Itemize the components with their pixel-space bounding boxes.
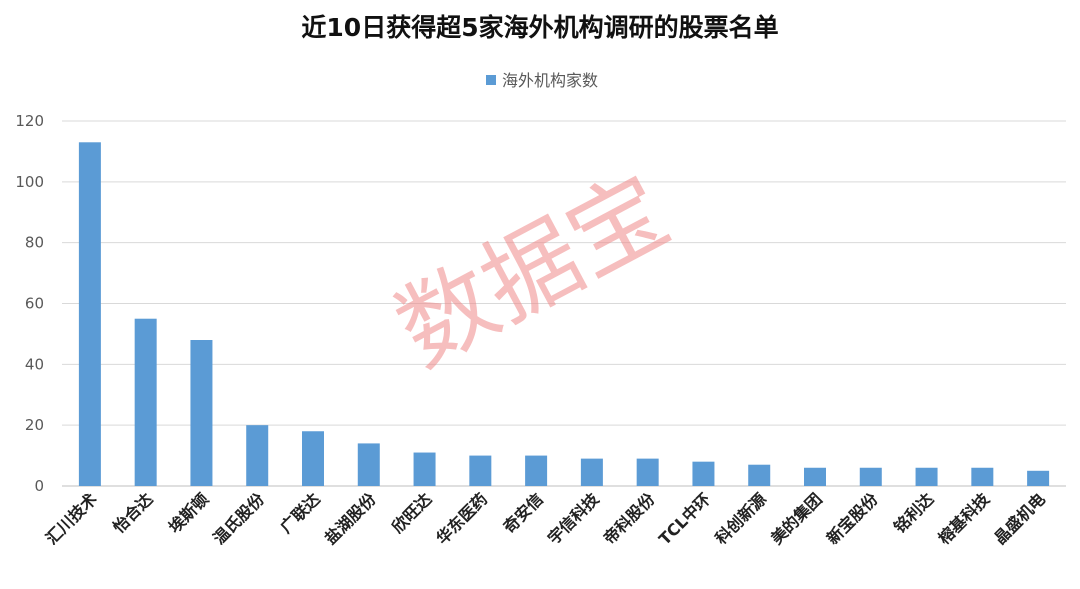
- x-tick-label: 新宝股份: [823, 489, 882, 548]
- bar: [413, 452, 436, 486]
- gridlines: [62, 120, 1066, 487]
- y-tick-label: 40: [25, 355, 44, 373]
- bar: [190, 340, 213, 486]
- x-tick-label: 宇信科技: [544, 489, 603, 548]
- y-tick-label: 60: [25, 295, 44, 313]
- bar: [78, 142, 101, 486]
- bar: [134, 318, 157, 486]
- bar: [525, 455, 548, 486]
- x-tick-label: 广联达: [276, 489, 323, 536]
- x-tick-label: 欣旺达: [388, 489, 435, 536]
- x-tick-label: 埃斯顿: [165, 489, 212, 536]
- chart-title: 近10日获得超5家海外机构调研的股票名单: [301, 13, 778, 42]
- y-tick-label: 0: [34, 477, 44, 495]
- x-tick-label: 奇安信: [500, 489, 547, 536]
- x-tick-label: 晶盛机电: [990, 489, 1049, 548]
- bar: [636, 458, 659, 486]
- x-tick-label: 榕基科技: [934, 489, 993, 548]
- x-tick-label: 帝科股份: [600, 489, 659, 548]
- bar: [748, 464, 771, 486]
- x-tick-label: 汇川技术: [42, 489, 101, 548]
- bar: [804, 467, 826, 486]
- legend: 海外机构家数: [486, 71, 598, 90]
- x-tick-label: TCL中环: [655, 489, 714, 548]
- x-tick-label: 美的集团: [767, 489, 826, 548]
- y-tick-label: 100: [15, 173, 44, 191]
- x-tick-label: 科创新源: [711, 489, 770, 548]
- y-tick-label: 80: [25, 234, 44, 252]
- bar: [915, 467, 938, 486]
- y-tick-label: 120: [15, 112, 44, 130]
- y-axis-ticks: 0 20 40 60 80 100 120: [15, 112, 44, 495]
- bar: [580, 458, 603, 486]
- y-tick-label: 20: [25, 416, 44, 434]
- bar: [692, 461, 715, 486]
- legend-label: 海外机构家数: [502, 71, 598, 90]
- x-tick-label: 华东医药: [432, 489, 491, 548]
- bar: [302, 431, 324, 486]
- bar: [357, 443, 380, 486]
- watermark: 数据宝: [379, 154, 686, 388]
- bar: [1027, 470, 1050, 486]
- x-tick-label: 温氏股份: [209, 489, 269, 549]
- x-tick-label: 怡合达: [109, 489, 156, 536]
- bars: [78, 142, 1050, 486]
- x-tick-label: 盐湖股份: [321, 489, 380, 548]
- x-tick-label: 铭利达: [890, 489, 937, 536]
- bar: [246, 425, 269, 486]
- bar: [859, 467, 882, 486]
- bar: [469, 455, 492, 486]
- bar: [971, 467, 994, 486]
- legend-swatch: [486, 75, 496, 85]
